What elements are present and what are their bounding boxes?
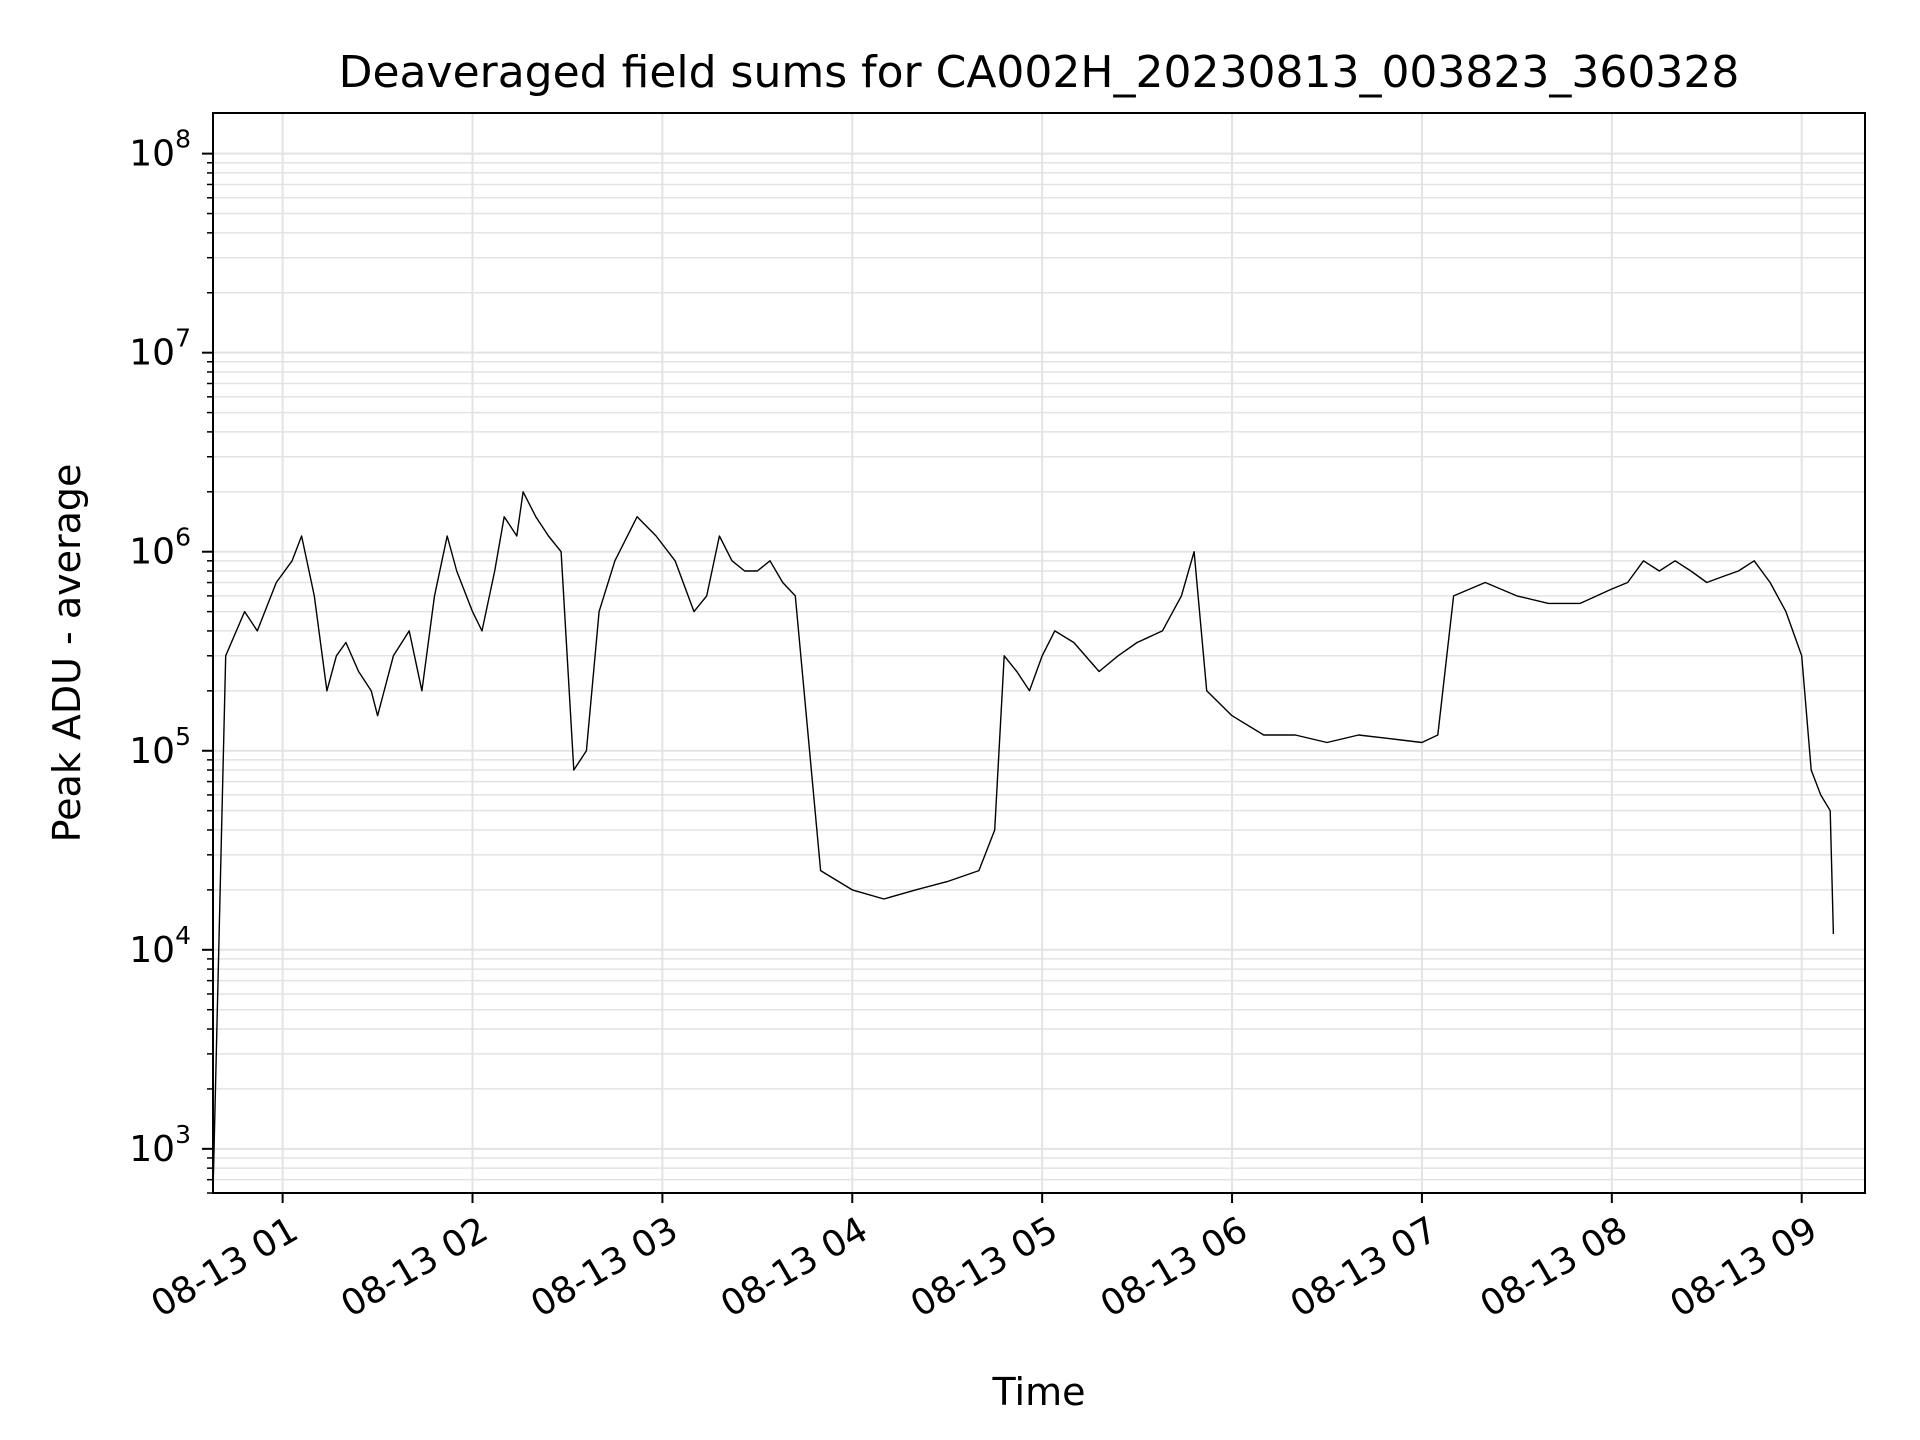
y-tick-label: 107 [129,324,191,374]
y-axis-label: Peak ADU - average [45,464,89,843]
y-axis: 103 104 105 106 107 108 [129,125,213,1194]
series-line [212,491,1835,1194]
series-layer [212,491,1835,1194]
y-tick-label: 104 [129,921,191,971]
chart-title: Deaveraged field sums for CA002H_2023081… [339,47,1740,98]
grid [213,113,1865,1194]
y-tick-label: 105 [129,722,191,772]
y-tick-label: 106 [129,523,191,573]
x-axis-label: Time [992,1370,1086,1414]
plot-frame [212,112,1866,1194]
y-tick-label: 108 [129,125,191,175]
y-tick-label: 103 [129,1120,191,1170]
